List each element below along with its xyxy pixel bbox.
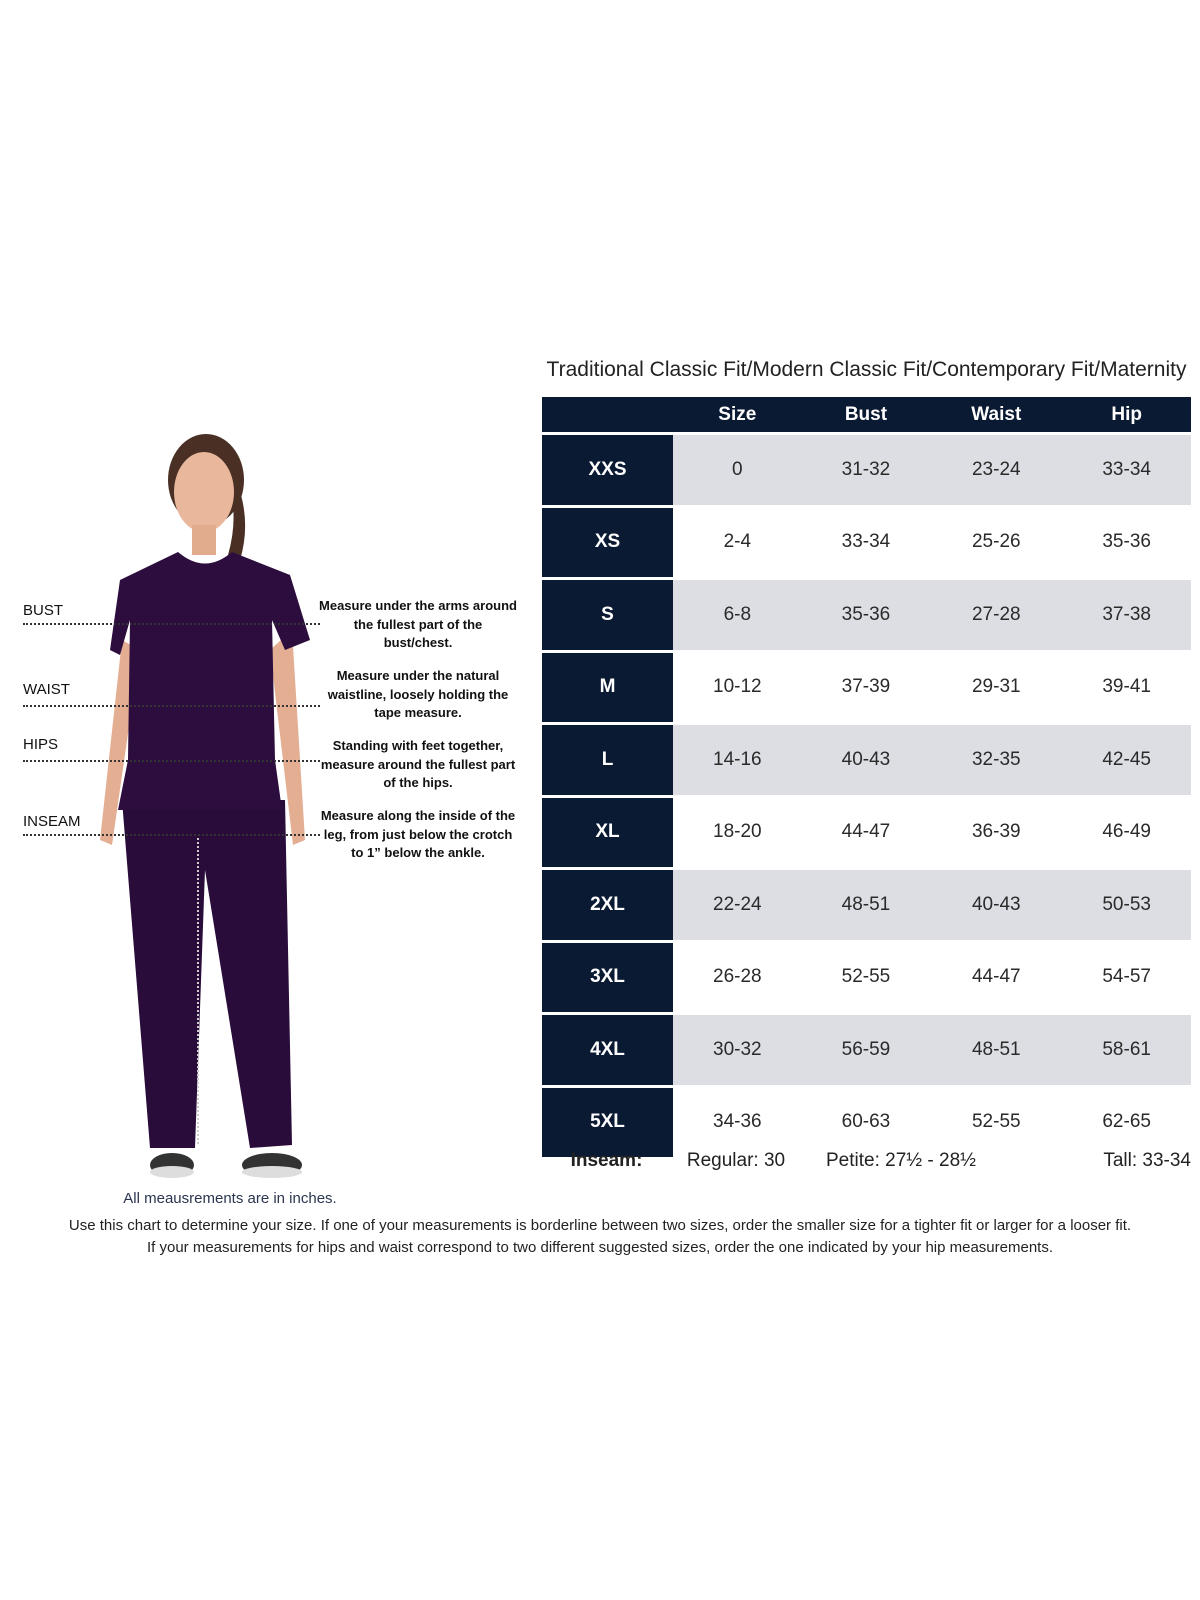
size-label-cell: XXS bbox=[542, 435, 673, 505]
hip-cell: 58-61 bbox=[1062, 1015, 1191, 1085]
table-row: XXS 0 31-32 23-24 33-34 bbox=[542, 435, 1191, 505]
hip-cell: 50-53 bbox=[1062, 870, 1191, 940]
bust-cell: 31-32 bbox=[801, 435, 931, 505]
numeric-size-cell: 30-32 bbox=[673, 1015, 802, 1085]
waist-cell: 32-35 bbox=[930, 725, 1063, 795]
numeric-size-cell: 26-28 bbox=[713, 966, 762, 988]
waist-cell: 48-51 bbox=[930, 1015, 1063, 1085]
header-blank bbox=[542, 397, 673, 432]
waist-cell: 44-47 bbox=[971, 966, 1021, 988]
waist-cell: 52-55 bbox=[971, 1111, 1021, 1133]
bust-label: BUST bbox=[23, 602, 64, 619]
size-label-cell: 5XL bbox=[542, 1087, 673, 1157]
waist-cell: 27-28 bbox=[930, 580, 1063, 650]
waist-dotted-line bbox=[23, 705, 320, 707]
size-label-cell: S bbox=[542, 580, 673, 650]
waist-cell: 25-26 bbox=[971, 531, 1021, 553]
waist-cell: 36-39 bbox=[971, 821, 1021, 843]
table-row: XS 2-4 33-34 25-26 35-36 bbox=[542, 507, 1191, 577]
bust-cell: 44-47 bbox=[841, 821, 891, 843]
footnote-borderline: Use this chart to determine your size. I… bbox=[68, 1217, 1132, 1234]
inseam-label: INSEAM bbox=[23, 813, 81, 830]
table-row: 2XL 22-24 48-51 40-43 50-53 bbox=[542, 870, 1191, 940]
numeric-size-cell: 10-12 bbox=[713, 676, 762, 698]
size-table: Size Bust Waist Hip XXS 0 31-32 23-24 33-34 X… bbox=[542, 394, 1191, 1160]
units-note: All meausrements are in inches. bbox=[123, 1190, 337, 1207]
table-row: 5XL 34-36 60-63 52-55 62-65 bbox=[542, 1087, 1191, 1157]
hips-description: Standing with feet together, measure aro… bbox=[320, 738, 516, 791]
hip-cell: 42-45 bbox=[1062, 725, 1191, 795]
size-label-cell: 3XL bbox=[542, 942, 673, 1012]
waist-description: Measure under the natural waistline, loo… bbox=[327, 668, 509, 721]
size-label-cell: 4XL bbox=[542, 1015, 673, 1085]
header-size: Size bbox=[673, 397, 802, 432]
numeric-size-cell: 2-4 bbox=[723, 531, 752, 553]
table-row: 3XL 26-28 52-55 44-47 54-57 bbox=[542, 942, 1191, 1012]
inseam-dotted-line bbox=[23, 834, 320, 836]
size-label-cell: XS bbox=[542, 507, 673, 577]
table-row: XL 18-20 44-47 36-39 46-49 bbox=[542, 797, 1191, 867]
numeric-size-cell: 14-16 bbox=[673, 725, 802, 795]
waist-cell: 40-43 bbox=[930, 870, 1063, 940]
bust-cell: 40-43 bbox=[801, 725, 931, 795]
size-label-cell: XL bbox=[542, 797, 673, 867]
bust-description: Measure under the arms around the fulles… bbox=[319, 598, 517, 651]
hip-cell: 62-65 bbox=[1102, 1111, 1151, 1133]
hip-cell: 37-38 bbox=[1062, 580, 1191, 650]
header-hip: Hip bbox=[1062, 397, 1191, 432]
numeric-size-cell: 18-20 bbox=[713, 821, 762, 843]
hip-cell: 35-36 bbox=[1102, 531, 1151, 553]
inseam-regular: Regular: 30 bbox=[686, 1150, 786, 1171]
bust-dotted-line bbox=[23, 623, 320, 625]
hip-cell: 46-49 bbox=[1102, 821, 1151, 843]
model-figure-illustration bbox=[100, 434, 310, 1178]
bust-cell: 60-63 bbox=[841, 1111, 891, 1133]
table-header: Size Bust Waist Hip bbox=[542, 397, 1191, 432]
bust-cell: 33-34 bbox=[841, 531, 891, 553]
hips-dotted-line bbox=[23, 760, 320, 762]
bust-cell: 56-59 bbox=[801, 1015, 931, 1085]
bust-cell: 48-51 bbox=[801, 870, 931, 940]
inseam-description: Measure along the inside of the leg, fro… bbox=[320, 808, 516, 861]
numeric-size-cell: 22-24 bbox=[673, 870, 802, 940]
footnote-hip-priority: If your measurements for hips and waist … bbox=[146, 1239, 1054, 1256]
table-row: L 14-16 40-43 32-35 42-45 bbox=[542, 725, 1191, 795]
inseam-tall: Tall: 33-34 bbox=[1103, 1150, 1191, 1171]
bust-cell: 35-36 bbox=[801, 580, 931, 650]
hip-cell: 33-34 bbox=[1062, 435, 1191, 505]
numeric-size-cell: 34-36 bbox=[713, 1111, 762, 1133]
bust-cell: 37-39 bbox=[841, 676, 891, 698]
inseam-row-label: Inseam: bbox=[570, 1150, 643, 1171]
numeric-size-cell: 0 bbox=[673, 435, 802, 505]
table-row: M 10-12 37-39 29-31 39-41 bbox=[542, 652, 1191, 722]
table-row: S 6-8 35-36 27-28 37-38 bbox=[542, 580, 1191, 650]
chart-title: Traditional Classic Fit/Modern Classic F… bbox=[546, 358, 1187, 381]
header-bust: Bust bbox=[801, 397, 931, 432]
bust-cell: 52-55 bbox=[841, 966, 891, 988]
hip-cell: 54-57 bbox=[1102, 966, 1151, 988]
hips-label: HIPS bbox=[23, 736, 59, 753]
inseam-petite: Petite: 27½ - 28½ bbox=[826, 1150, 976, 1171]
inseam-row: Inseam: Regular: 30 Petite: 27½ - 28½ Ta… bbox=[542, 1150, 1191, 1172]
waist-cell: 29-31 bbox=[971, 676, 1021, 698]
numeric-size-cell: 6-8 bbox=[673, 580, 802, 650]
hip-cell: 39-41 bbox=[1102, 676, 1151, 698]
table-row: 4XL 30-32 56-59 48-51 58-61 bbox=[542, 1015, 1191, 1085]
size-label-cell: M bbox=[542, 652, 673, 722]
waist-cell: 23-24 bbox=[930, 435, 1063, 505]
size-label-cell: 2XL bbox=[542, 870, 673, 940]
size-label-cell: L bbox=[542, 725, 673, 795]
waist-label: WAIST bbox=[23, 681, 70, 698]
header-waist: Waist bbox=[930, 397, 1063, 432]
